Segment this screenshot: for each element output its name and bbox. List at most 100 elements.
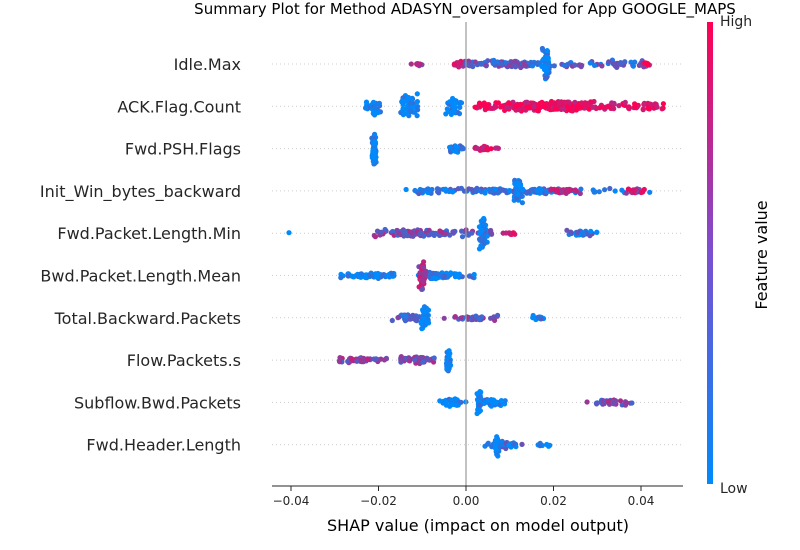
data-point xyxy=(466,186,472,192)
data-point xyxy=(452,148,458,154)
data-point xyxy=(441,273,447,279)
data-point xyxy=(516,107,523,113)
data-point xyxy=(521,60,527,66)
data-point xyxy=(420,187,426,193)
data-point xyxy=(446,188,452,195)
data-point xyxy=(443,111,449,117)
data-point xyxy=(363,105,369,111)
data-point xyxy=(399,98,405,104)
data-point xyxy=(448,270,454,276)
data-point xyxy=(631,188,637,194)
feature-label: ACK.Flag.Count xyxy=(117,97,241,116)
data-point xyxy=(433,230,439,236)
data-point xyxy=(542,103,548,110)
feature-rows: Idle.Max ACK.Flag.Count Fwd.PSH.Flags Init_… xyxy=(40,55,683,455)
data-point xyxy=(458,185,464,191)
data-point xyxy=(503,230,509,236)
data-point xyxy=(641,101,647,107)
data-point xyxy=(575,229,581,236)
data-point xyxy=(623,190,630,196)
data-point xyxy=(446,351,452,358)
data-point xyxy=(640,106,646,112)
data-point xyxy=(519,441,525,447)
data-point xyxy=(506,63,512,69)
data-point xyxy=(548,186,554,192)
data-point xyxy=(551,63,557,69)
data-point xyxy=(481,236,487,242)
data-point xyxy=(457,104,463,110)
data-point xyxy=(543,75,550,81)
data-point xyxy=(511,441,517,447)
data-point xyxy=(451,61,457,67)
x-axis-ticks: −0.04 −0.02 0.00 0.02 0.04 xyxy=(273,486,654,508)
colorbar-low-label: Low xyxy=(720,481,748,497)
data-point xyxy=(485,398,491,404)
data-point xyxy=(365,356,371,362)
data-point xyxy=(659,106,665,112)
data-point xyxy=(415,107,421,113)
data-point xyxy=(457,99,463,106)
data-point xyxy=(424,319,430,325)
data-point xyxy=(363,99,370,105)
data-point xyxy=(452,104,458,110)
data-point xyxy=(626,106,632,112)
data-point xyxy=(409,315,415,321)
data-points xyxy=(286,45,667,459)
data-point xyxy=(568,229,574,235)
data-point xyxy=(415,61,421,67)
feature-label: Total.Backward.Packets xyxy=(54,309,241,328)
data-point xyxy=(524,104,530,110)
x-tick-label: 0.02 xyxy=(540,494,567,508)
data-point xyxy=(602,104,608,110)
data-point xyxy=(629,400,635,406)
data-point xyxy=(481,222,487,228)
data-point xyxy=(476,402,482,408)
feature-label: Bwd.Packet.Length.Mean xyxy=(40,267,241,286)
feature-label: Fwd.Packet.Length.Min xyxy=(57,224,241,243)
data-point xyxy=(408,61,414,67)
data-point xyxy=(371,140,377,146)
data-point xyxy=(450,401,456,407)
data-point xyxy=(376,100,382,106)
data-point xyxy=(472,104,478,110)
data-point xyxy=(336,358,342,364)
data-point xyxy=(414,113,420,119)
data-point xyxy=(572,99,578,105)
data-point xyxy=(412,357,418,363)
data-point xyxy=(412,187,418,194)
data-point xyxy=(606,59,612,65)
data-point xyxy=(502,398,508,404)
data-point xyxy=(474,145,480,152)
data-point xyxy=(610,61,617,67)
colorbar-title: Feature value xyxy=(752,200,771,309)
data-point xyxy=(584,399,590,405)
data-point xyxy=(398,354,404,360)
data-point xyxy=(474,391,480,397)
data-point xyxy=(488,230,494,236)
data-point xyxy=(543,65,549,71)
data-point xyxy=(491,314,497,320)
data-point xyxy=(395,315,401,321)
data-point xyxy=(491,399,497,405)
data-point xyxy=(403,313,409,319)
data-point xyxy=(537,443,543,449)
data-point xyxy=(473,189,479,195)
data-point xyxy=(381,357,387,363)
colorbar xyxy=(707,22,713,484)
data-point xyxy=(556,100,562,106)
data-point xyxy=(447,144,453,150)
data-point xyxy=(495,145,501,151)
data-point xyxy=(645,105,651,112)
data-point xyxy=(544,60,550,66)
data-point xyxy=(632,104,638,110)
data-point xyxy=(594,229,600,235)
data-point xyxy=(471,271,477,278)
data-point xyxy=(378,229,384,235)
data-point xyxy=(396,230,402,236)
data-point xyxy=(599,63,605,69)
data-point xyxy=(441,315,447,321)
data-point xyxy=(594,401,600,407)
data-point xyxy=(540,47,546,53)
feature-label: Idle.Max xyxy=(174,55,241,74)
